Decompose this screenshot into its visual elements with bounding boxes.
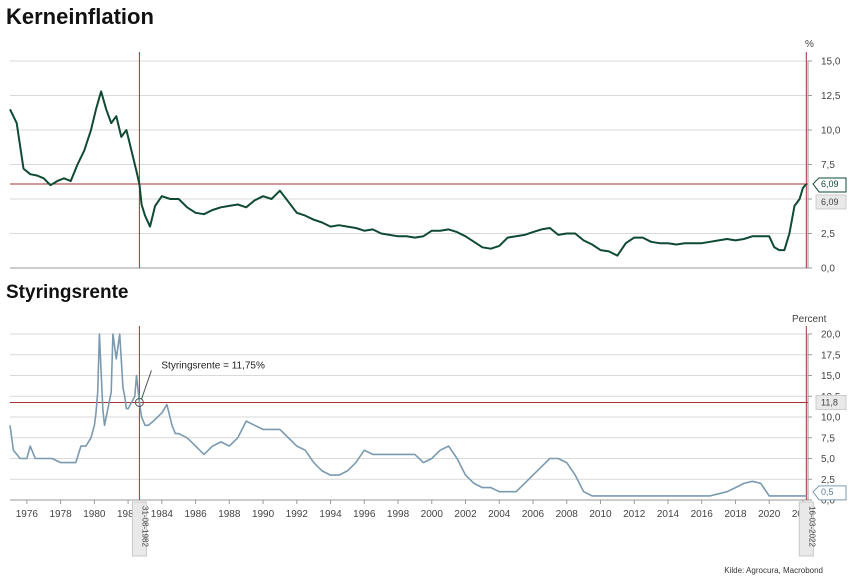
x-tick-label: 2018 (724, 509, 747, 520)
series-line (9, 333, 807, 497)
x-tick-label: 2008 (556, 509, 579, 520)
y-tick-label: 12,5 (821, 91, 841, 102)
x-tick-label: 2014 (657, 509, 680, 520)
x-tick-label: 1998 (387, 509, 410, 520)
end-badge (812, 177, 847, 193)
x-tick-label: 2016 (691, 509, 714, 520)
x-tick-label: 2010 (589, 509, 612, 520)
y-axis-unit: Percent (792, 314, 827, 325)
y-tick-label: 2,5 (821, 229, 835, 240)
x-tick-label: 2000 (421, 509, 444, 520)
end-badge (815, 394, 847, 410)
x-tick-label: 1996 (353, 509, 376, 520)
x-tick-label: 1986 (184, 509, 207, 520)
end-label: 6,09 (821, 197, 839, 207)
end-badge (812, 485, 847, 501)
y-tick-label: 0,0 (821, 496, 835, 507)
x-tick-label: 1982 (117, 509, 140, 520)
y-tick-label: 2,5 (821, 475, 835, 486)
x-tick-label: 2002 (454, 509, 477, 520)
x-tick-label: 1988 (218, 509, 241, 520)
date-label-box (798, 501, 814, 557)
x-tick-label: 2012 (623, 509, 646, 520)
date-label: 31-08-1982 (140, 506, 149, 547)
end-label: 0,5 (821, 487, 834, 497)
y-tick-label: 10,0 (821, 126, 841, 137)
x-tick-label: 1976 (16, 509, 39, 520)
date-label: 16-03-2022 (807, 506, 816, 547)
y-tick-label: 17,5 (821, 350, 841, 361)
x-tick-label: 2004 (488, 509, 511, 520)
y-tick-label: 10,0 (821, 413, 841, 424)
x-tick-label: 2006 (522, 509, 545, 520)
y-tick-label: 0,0 (821, 264, 835, 275)
y-tick-label: 15,0 (821, 57, 841, 68)
end-label: 6,09 (821, 179, 839, 189)
annotation-point (134, 397, 144, 407)
end-badge (815, 194, 847, 210)
y-tick-label: 7,5 (821, 433, 835, 444)
end-label: 11,8 (821, 397, 838, 407)
y-tick-label: 15,0 (821, 371, 841, 382)
x-tick-label: 1984 (151, 509, 174, 520)
chart-title-policy-rate: Styringsrente (6, 282, 129, 303)
x-tick-label: 1978 (49, 509, 72, 520)
x-tick-label: 1990 (252, 509, 275, 520)
annotation-text: Styringsrente = 11,75% (161, 360, 265, 371)
x-tick-label: 1994 (319, 509, 342, 520)
y-tick-label: 7,5 (821, 160, 835, 171)
x-tick-label: 2020 (758, 509, 781, 520)
chart-title-core-inflation: Kerneinflation (6, 4, 154, 29)
series-line (9, 90, 808, 257)
annotation-leader (140, 370, 152, 400)
x-tick-label: 1992 (286, 509, 309, 520)
y-axis-unit: % (805, 39, 814, 50)
y-tick-label: 5,0 (821, 454, 835, 465)
date-label-box (131, 501, 147, 557)
source-note: Kilde: Agrocura, Macrobond (724, 566, 823, 575)
y-tick-label: 20,0 (821, 330, 841, 341)
x-tick-label: 1980 (83, 509, 106, 520)
